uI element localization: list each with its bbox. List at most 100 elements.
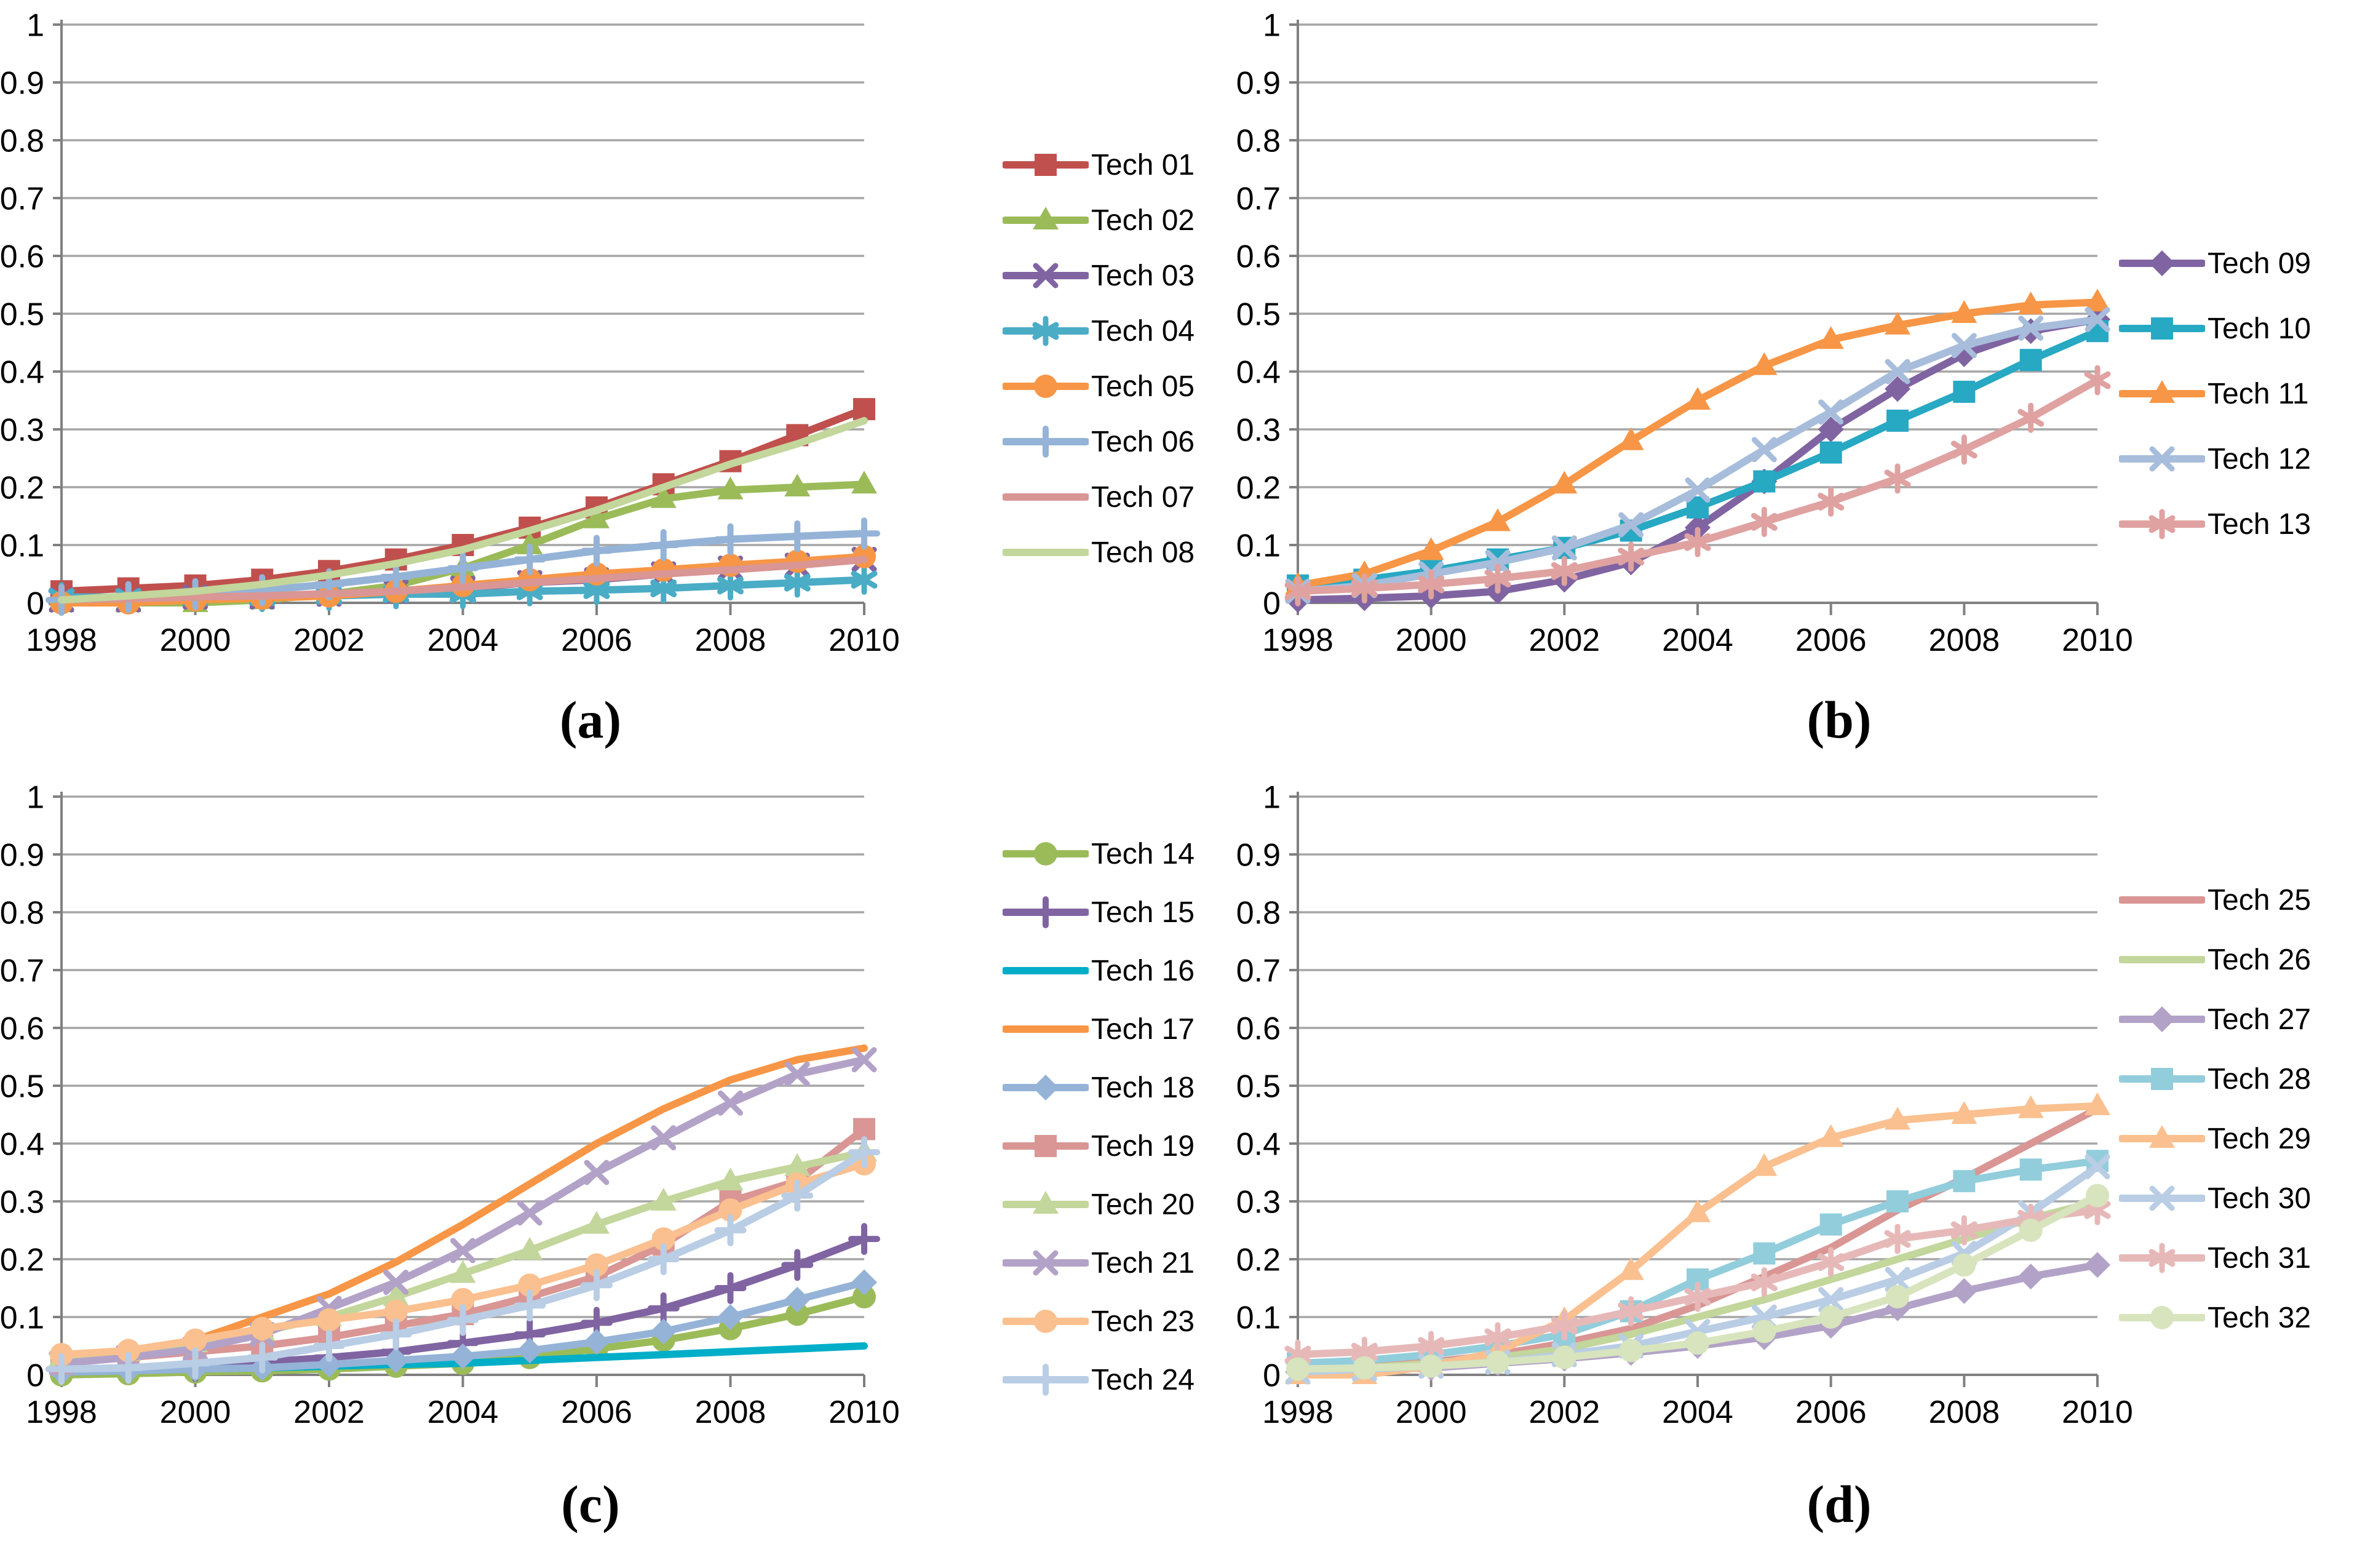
- series-line: [58, 555, 868, 604]
- y-tick-label: 0.7: [1236, 181, 1281, 217]
- marker-triangle: [1033, 207, 1059, 229]
- marker-circle: [1686, 1331, 1709, 1355]
- x-tick-label: 2000: [160, 1395, 231, 1430]
- legend-marker-asterisk: [1003, 316, 1089, 346]
- legend-label: Tech 17: [1091, 1013, 1195, 1046]
- marker-plus: [781, 1179, 814, 1212]
- marker-circle: [116, 1339, 140, 1363]
- marker-plus: [848, 1136, 880, 1169]
- legend-label: Tech 07: [1091, 480, 1195, 514]
- marker-x: [1818, 1287, 1844, 1313]
- legend-marker-asterisk: [2119, 1243, 2205, 1273]
- marker-circle: [1819, 1305, 1843, 1329]
- marker-x: [450, 1238, 475, 1264]
- y-tick-label: 0.8: [1236, 896, 1281, 931]
- marker-asterisk: [1684, 1281, 1711, 1312]
- caption-c: (c): [561, 1474, 620, 1534]
- legend-item-tech-24: Tech 24: [1003, 1363, 1194, 1397]
- series-tech-09: [1285, 306, 2110, 613]
- marker-triangle: [1551, 471, 1578, 494]
- marker-plus: [781, 1249, 814, 1281]
- marker-diamond: [2149, 250, 2175, 276]
- marker-plus: [380, 1318, 412, 1351]
- marker-x: [2018, 316, 2044, 341]
- marker-circle: [1952, 1253, 1976, 1277]
- x-tick-label: 2002: [293, 623, 365, 658]
- y-tick-label: 0.2: [0, 1243, 44, 1278]
- legend-label: Tech 06: [1091, 425, 1195, 458]
- marker-plus: [1030, 896, 1062, 928]
- gridlines: [1298, 795, 2097, 1318]
- legend-label: Tech 12: [2208, 442, 2311, 476]
- legend-marker-diamond: [2119, 1006, 2205, 1032]
- legend-item-tech-29: Tech 29: [2119, 1121, 2311, 1156]
- legend-label: Tech 11: [2208, 377, 2309, 410]
- legend-marker-triangle: [2119, 380, 2205, 403]
- legend-label: Tech 13: [2208, 507, 2311, 541]
- marker-triangle: [1818, 1124, 1844, 1147]
- marker-square: [1035, 1135, 1057, 1157]
- marker-square: [1035, 154, 1057, 176]
- marker-triangle: [650, 1188, 677, 1211]
- y-tick-label: 0.3: [0, 413, 44, 448]
- legend-marker-x: [1003, 263, 1089, 289]
- marker-circle: [1886, 1285, 1909, 1309]
- legend-marker-x: [1003, 1250, 1089, 1276]
- legend-marker-x: [2119, 446, 2205, 472]
- x-tick-label: 2008: [695, 623, 766, 658]
- legend-label: Tech 27: [2208, 1003, 2311, 1036]
- marker-square: [2019, 349, 2042, 372]
- x-tick-label: 2000: [160, 623, 231, 658]
- marker-plus: [514, 1289, 546, 1322]
- legend-item-tech-27: Tech 27: [2119, 1002, 2311, 1037]
- legend-marker-x: [2119, 1185, 2205, 1211]
- marker-asterisk: [784, 567, 811, 598]
- marker-triangle: [1885, 1107, 1910, 1130]
- x-tick-label: 2002: [1528, 623, 1600, 658]
- marker-circle: [651, 1227, 675, 1251]
- legend-label: Tech 14: [1091, 837, 1195, 870]
- y-tick-label: 0.7: [0, 181, 44, 217]
- marker-x: [2085, 306, 2110, 332]
- caption-b: (b): [1807, 690, 1872, 749]
- marker-square: [2151, 317, 2173, 340]
- y-tick-label: 0.6: [0, 239, 44, 275]
- legend-label: Tech 31: [2208, 1241, 2311, 1275]
- legend-marker-circle: [1003, 1310, 1089, 1333]
- marker-asterisk: [2017, 402, 2045, 433]
- marker-triangle: [1751, 352, 1778, 375]
- x-tick-label: 2010: [829, 623, 900, 658]
- marker-diamond: [2149, 1006, 2175, 1032]
- marker-circle: [518, 1273, 542, 1297]
- marker-circle: [1034, 842, 1057, 866]
- legend-item-tech-08: Tech 08: [1003, 535, 1194, 570]
- y-tick-label: 0.9: [0, 66, 44, 101]
- marker-triangle: [517, 1236, 543, 1260]
- series-tech-32: [1286, 1184, 2109, 1381]
- marker-triangle: [2149, 380, 2175, 403]
- marker-x: [784, 1061, 810, 1087]
- marker-triangle: [1685, 387, 1711, 410]
- marker-square: [2019, 1158, 2042, 1181]
- y-tick-label: 0.5: [0, 297, 44, 333]
- legend-marker-square: [2119, 1068, 2205, 1090]
- series-tech-24: [46, 1136, 880, 1385]
- gridlines: [1298, 23, 2097, 546]
- marker-asterisk: [1551, 555, 1578, 586]
- marker-plus: [647, 1243, 680, 1275]
- legend-item-tech-23: Tech 23: [1003, 1304, 1194, 1339]
- marker-triangle: [383, 1283, 409, 1307]
- x-tick-label: 2006: [561, 623, 632, 658]
- marker-triangle: [784, 474, 811, 496]
- y-tick-label: 0.9: [0, 838, 44, 874]
- marker-diamond: [383, 1347, 409, 1374]
- legend-item-tech-15: Tech 15: [1003, 895, 1194, 929]
- marker-asterisk: [1950, 1215, 1977, 1246]
- y-tick-label: 0.8: [1236, 124, 1281, 159]
- legend-label: Tech 09: [2208, 247, 2311, 280]
- series-line: [1294, 376, 2101, 595]
- marker-plus: [581, 535, 613, 567]
- chart-a-legend: Tech 01 Tech 02 Tech 03 Tech 04 Tech 05 Tech …: [1003, 148, 1194, 570]
- legend-label: Tech 20: [1091, 1188, 1195, 1221]
- marker-x: [1751, 437, 1777, 463]
